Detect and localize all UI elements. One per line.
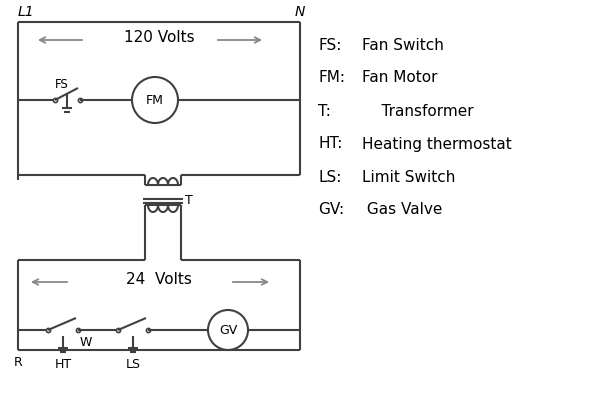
Text: T:: T:	[318, 104, 331, 118]
Text: W: W	[80, 336, 93, 349]
Text: T: T	[185, 194, 193, 208]
Text: LS:: LS:	[318, 170, 342, 184]
Text: Fan Motor: Fan Motor	[362, 70, 438, 86]
Text: HT:: HT:	[318, 136, 342, 152]
Text: 24  Volts: 24 Volts	[126, 272, 192, 286]
Text: FM: FM	[146, 94, 164, 106]
Text: L1: L1	[18, 5, 35, 19]
Text: Gas Valve: Gas Valve	[362, 202, 442, 218]
Text: GV: GV	[219, 324, 237, 336]
Text: FS:: FS:	[318, 38, 342, 52]
Text: Transformer: Transformer	[362, 104, 474, 118]
Text: LS: LS	[126, 358, 140, 371]
Text: N: N	[295, 5, 305, 19]
Text: R: R	[14, 356, 22, 369]
Text: HT: HT	[54, 358, 71, 371]
Text: Heating thermostat: Heating thermostat	[362, 136, 512, 152]
Text: FM:: FM:	[318, 70, 345, 86]
Text: Fan Switch: Fan Switch	[362, 38, 444, 52]
Text: GV:: GV:	[318, 202, 344, 218]
Text: FS: FS	[55, 78, 69, 92]
Text: Limit Switch: Limit Switch	[362, 170, 455, 184]
Text: 120 Volts: 120 Volts	[124, 30, 194, 44]
